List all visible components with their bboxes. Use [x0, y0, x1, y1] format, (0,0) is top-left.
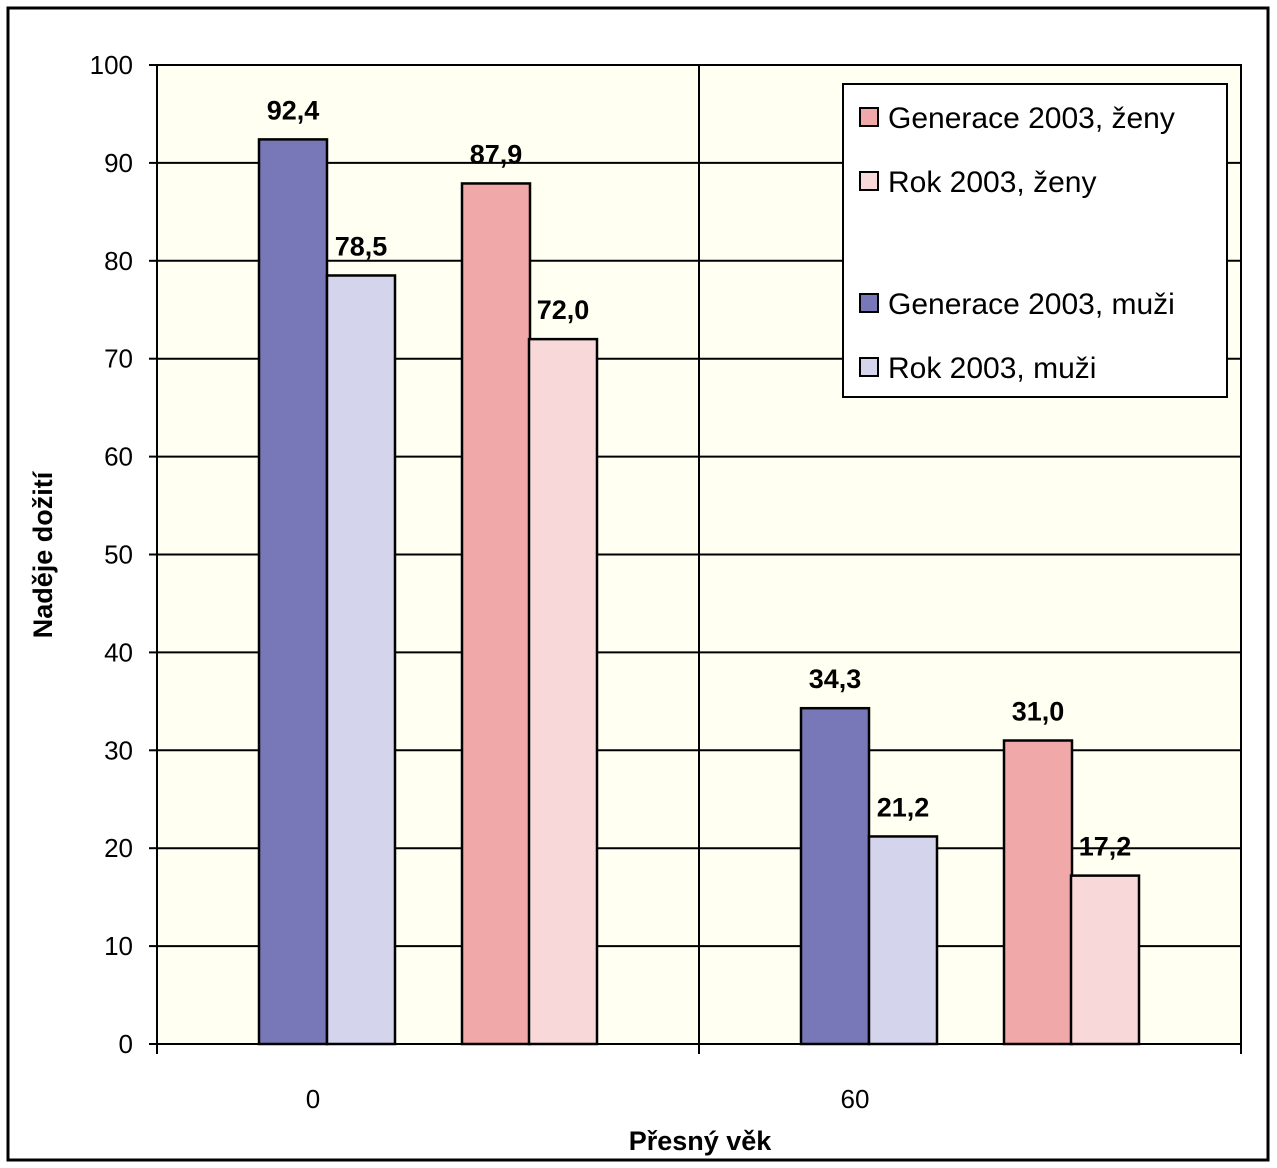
y-tick-label-50: 50: [104, 540, 133, 570]
bar-2-0: [460, 182, 532, 1046]
legend-box: [842, 83, 1228, 398]
y-tick-label-60: 60: [104, 442, 133, 472]
legend-label-1: Rok 2003, muži: [888, 352, 1096, 385]
y-tick-label-80: 80: [104, 246, 133, 276]
legend-label-3: Rok 2003, ženy: [888, 166, 1096, 199]
data-label-2-0: 87,9: [470, 139, 523, 169]
y-tick-labels: 0 10 20 30 40 50 60 70 80 90 100: [90, 50, 133, 1059]
legend-swatch-0: [859, 293, 879, 313]
y-tick-label-100: 100: [90, 50, 133, 80]
bar-3-1: [1069, 874, 1141, 1046]
x-tick-label-60: 60: [841, 1084, 870, 1114]
y-tick-label-70: 70: [104, 344, 133, 374]
data-label-3-1: 17,2: [1079, 832, 1132, 862]
x-tick-label-0: 0: [306, 1084, 320, 1114]
y-tick-label-90: 90: [104, 148, 133, 178]
y-tick-label-20: 20: [104, 833, 133, 863]
data-label-1-1: 21,2: [877, 792, 930, 822]
y-tick-label-30: 30: [104, 735, 133, 765]
x-axis-title: Přesný věk: [629, 1126, 773, 1156]
data-label-0-0: 92,4: [267, 95, 320, 125]
legend-swatch-2: [859, 107, 879, 127]
bar-0-1: [799, 706, 871, 1046]
y-axis-title: Naděje dožití: [28, 470, 58, 638]
x-tick-labels: 0 60: [306, 1084, 870, 1114]
bar-1-1: [867, 835, 939, 1046]
y-tick-label-10: 10: [104, 931, 133, 961]
bar-2-1: [1002, 739, 1074, 1046]
data-label-0-1: 34,3: [809, 664, 862, 694]
data-labels: 92,4 34,3 78,5 21,2 87,9 31,0 72,0 17,2: [267, 95, 1132, 861]
legend-swatch-3: [859, 171, 879, 191]
axes: [149, 64, 1242, 1054]
legend: Generace 2003, ženy Rok 2003, ženy Generac…: [842, 83, 1228, 398]
bar-0-0: [257, 138, 329, 1046]
y-tick-label-40: 40: [104, 637, 133, 667]
data-label-3-0: 72,0: [537, 295, 590, 325]
legend-label-0: Generace 2003, muži: [888, 288, 1175, 321]
bar-1-0: [325, 274, 397, 1046]
data-label-1-0: 78,5: [335, 231, 388, 261]
bar-3-0: [527, 337, 599, 1046]
legend-label-2: Generace 2003, ženy: [888, 102, 1175, 135]
data-label-2-1: 31,0: [1012, 697, 1065, 727]
legend-swatch-1: [859, 357, 879, 377]
y-tick-label-0: 0: [119, 1029, 133, 1059]
